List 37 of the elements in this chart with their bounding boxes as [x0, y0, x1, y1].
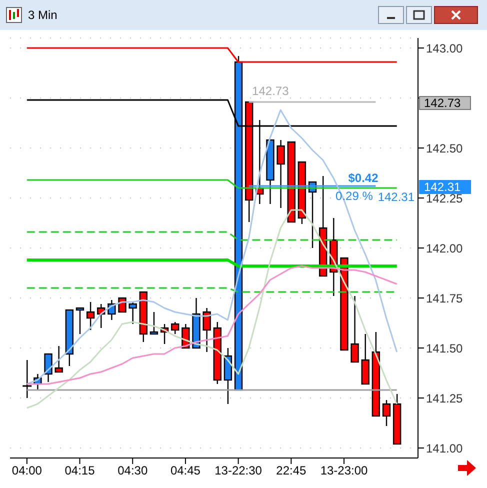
x-tick-label: 22:45	[276, 464, 306, 478]
x-tick-label: 04:30	[118, 464, 148, 478]
annotation: 142.31	[378, 190, 415, 204]
x-tick-label: 13-22:30	[214, 464, 262, 478]
candlestick	[382, 399, 391, 427]
candlestick	[44, 353, 52, 383]
candlestick	[86, 301, 95, 331]
annotation: 142.73	[252, 84, 289, 98]
candlestick	[171, 321, 180, 335]
y-tick-label: 141.75	[426, 291, 464, 306]
candlestick	[361, 333, 370, 385]
x-tick-label: 04:00	[12, 464, 42, 478]
candlestick	[76, 307, 84, 335]
line-series	[26, 209, 398, 409]
y-tick-label: 141.25	[426, 391, 464, 406]
y-tick-label: 142.00	[426, 241, 464, 256]
chart-title: 3 Min	[28, 8, 58, 22]
candlestick	[54, 345, 63, 373]
y-tick-label: 141.50	[426, 341, 464, 356]
x-tick-label: 04:45	[170, 464, 201, 478]
annotation: $0.42	[348, 171, 378, 185]
y-tick-label: 143.00	[426, 41, 464, 56]
x-tick-label: 13-23:00	[320, 464, 368, 478]
line-series	[26, 265, 398, 385]
candlestick	[350, 295, 359, 363]
price-tag: 142.73	[419, 96, 471, 110]
y-tick-label: 142.25	[426, 191, 464, 206]
y-tick-label: 142.50	[426, 141, 464, 156]
candlestick	[128, 301, 137, 325]
annotation: 0.29 %	[336, 189, 373, 203]
candlestick	[118, 297, 126, 313]
candlestick	[202, 307, 211, 353]
candlestick	[276, 139, 285, 209]
x-tick-label: 04:15	[64, 464, 96, 478]
price-tag: 142.31	[419, 180, 471, 194]
y-tick-label: 141.00	[426, 441, 464, 456]
candlestick	[150, 311, 158, 335]
